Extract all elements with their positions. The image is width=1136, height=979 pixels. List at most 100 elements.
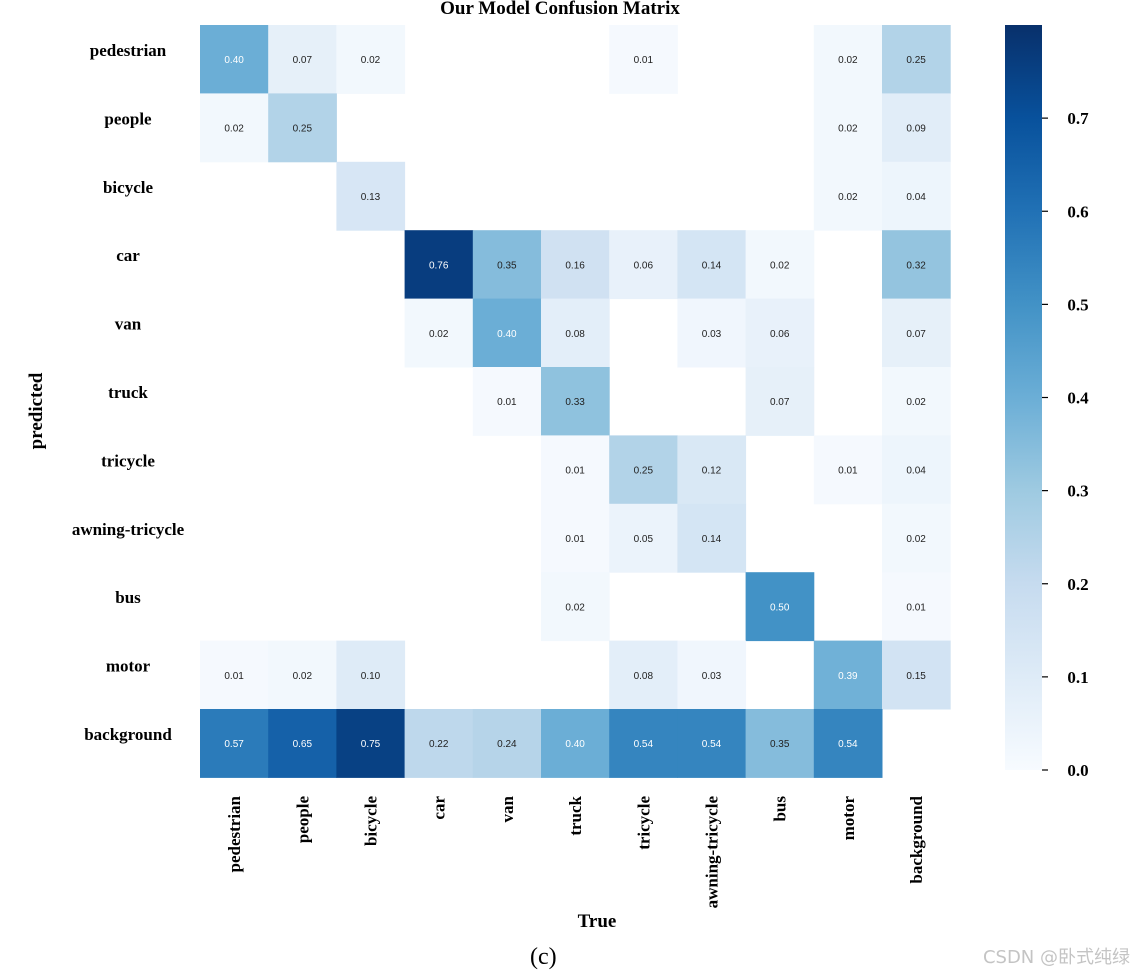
y-tick-label: awning-tricycle <box>72 520 185 539</box>
heatmap-cell <box>268 709 337 778</box>
x-tick-label: bicycle <box>362 796 381 846</box>
x-axis-tick-labels: pedestrian people bicycle car van truck tricyc… <box>225 795 926 908</box>
heatmap-cell-label: 0.02 <box>224 124 244 135</box>
heatmap-cell <box>882 230 951 300</box>
heatmap-cell-label: 0.35 <box>770 739 790 750</box>
heatmap-cell-label: 0.14 <box>702 534 722 545</box>
x-tick-label: people <box>293 796 312 844</box>
heatmap-cell <box>472 230 542 300</box>
heatmap-cell-label: 0.15 <box>906 671 926 682</box>
heatmap-cell <box>882 25 951 94</box>
y-tick-label: van <box>115 315 142 334</box>
heatmap-cell <box>745 572 815 642</box>
colorbar-tick-label: 0.3 <box>1067 482 1088 501</box>
heatmap-cell-label: 0.12 <box>702 466 722 477</box>
heatmap-cell-label: 0.07 <box>770 397 790 408</box>
heatmap-cell <box>404 298 474 368</box>
colorbar-tick-label: 0.2 <box>1067 575 1088 594</box>
heatmap-cell <box>472 367 542 436</box>
heatmap-cell-label: 0.01 <box>565 534 585 545</box>
heatmap-cell-label: 0.09 <box>906 124 926 135</box>
heatmap-cell <box>882 298 951 368</box>
y-tick-label: pedestrian <box>90 41 167 60</box>
y-tick-label: bicycle <box>103 178 153 197</box>
heatmap-cell-label: 0.24 <box>497 739 517 750</box>
heatmap-cell <box>541 435 610 505</box>
heatmap-cell <box>336 161 406 231</box>
heatmap-cell-label: 0.02 <box>906 534 926 545</box>
heatmap-cell <box>541 503 610 573</box>
x-tick-label: tricycle <box>634 796 653 850</box>
heatmap-cell <box>882 640 951 710</box>
heatmap-cell-label: 0.05 <box>634 534 654 545</box>
heatmap-cell-label: 0.04 <box>906 192 926 203</box>
x-tick-label: car <box>430 796 449 820</box>
heatmap-cell-label: 0.02 <box>429 329 449 340</box>
heatmap-cell-label: 0.35 <box>497 260 517 271</box>
colorbar-tick-label: 0.1 <box>1067 668 1088 687</box>
heatmap-cell-label: 0.40 <box>497 329 517 340</box>
heatmap-cell <box>541 709 610 778</box>
heatmap-cell <box>609 709 678 778</box>
colorbar-tick-label: 0.4 <box>1067 389 1089 408</box>
heatmap-cell <box>336 640 406 710</box>
heatmap-cell <box>813 709 883 778</box>
x-tick-label: motor <box>839 796 858 841</box>
colorbar <box>1005 25 1042 770</box>
heatmap-cell-label: 0.32 <box>906 260 926 271</box>
heatmap-cell <box>609 503 678 573</box>
heatmap-cell-label: 0.02 <box>838 192 858 203</box>
heatmap-cell-label: 0.22 <box>429 739 449 750</box>
heatmap-cell <box>745 230 815 300</box>
heatmap-cell <box>813 640 883 710</box>
heatmap-cell-label: 0.07 <box>293 55 313 66</box>
heatmap-cell <box>677 709 747 778</box>
heatmap-cell <box>200 25 269 94</box>
heatmap-cell-label: 0.54 <box>634 739 654 750</box>
x-axis-label: True <box>578 911 617 932</box>
heatmap-cell-label: 0.08 <box>634 671 654 682</box>
heatmap-cell <box>882 435 951 505</box>
colorbar-tick-label: 0.7 <box>1067 109 1089 128</box>
heatmap-cell <box>472 709 542 778</box>
heatmap-cell-label: 0.25 <box>634 466 654 477</box>
heatmap-cell <box>677 640 747 710</box>
heatmap-cell <box>541 230 610 300</box>
heatmap-cell-label: 0.50 <box>770 602 790 613</box>
heatmap-cell-label: 0.01 <box>565 466 585 477</box>
heatmap-cell-label: 0.02 <box>838 55 858 66</box>
heatmap-cell-label: 0.06 <box>770 329 790 340</box>
heatmap-cell <box>677 298 747 368</box>
x-tick-label: pedestrian <box>225 795 244 872</box>
heatmap-cell <box>882 367 951 436</box>
y-tick-label: car <box>116 246 140 265</box>
heatmap-cell-label: 0.40 <box>224 55 244 66</box>
x-tick-label: bus <box>771 796 790 822</box>
figure-caption: (c) <box>530 944 557 970</box>
heatmap-cell <box>745 709 815 778</box>
heatmap-cell <box>745 298 815 368</box>
heatmap-cell-label: 0.04 <box>906 466 926 477</box>
heatmap-cell-label: 0.14 <box>702 260 722 271</box>
y-tick-label: background <box>84 725 172 744</box>
y-tick-label: people <box>104 109 152 128</box>
heatmap-cell <box>882 503 951 573</box>
heatmap-cell <box>268 93 337 163</box>
heatmap-cell-label: 0.02 <box>361 55 381 66</box>
heatmap-cell <box>882 93 951 163</box>
heatmap-cell-label: 0.13 <box>361 192 381 203</box>
heatmap-cell <box>404 230 474 300</box>
heatmap-cell <box>813 161 883 231</box>
heatmap-cell <box>677 503 747 573</box>
x-tick-label: awning-tricycle <box>703 796 722 909</box>
heatmap-cell-label: 0.40 <box>565 739 585 750</box>
heatmap-cell <box>200 709 269 778</box>
y-tick-label: bus <box>115 588 141 607</box>
heatmap-cell-labels: 0.40 0.07 0.02 0.01 0.02 0.25 0.02 0.25 0.02 0.09… <box>224 55 926 750</box>
colorbar-tick-label: 0.0 <box>1067 761 1088 780</box>
heatmap-cell-label: 0.01 <box>634 55 654 66</box>
heatmap-cell <box>336 709 406 778</box>
heatmap-cell <box>200 640 269 710</box>
heatmap-cell-label: 0.25 <box>906 55 926 66</box>
